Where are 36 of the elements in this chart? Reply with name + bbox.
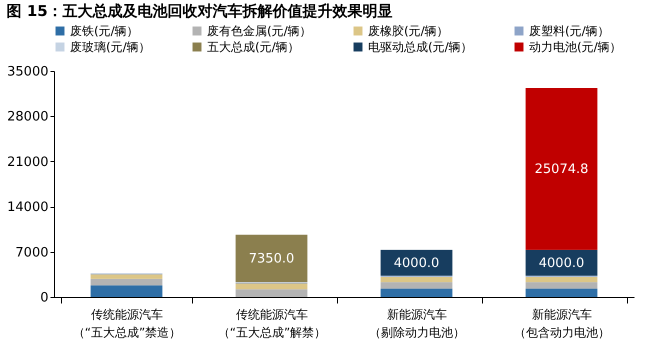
legend-label: 废玻璃(元/辆）	[70, 40, 151, 54]
bar	[526, 282, 598, 289]
x-tick-label: 传统能源汽车（“五大总成”禁造）	[72, 308, 182, 340]
legend-label: 电驱动总成(元/辆）	[368, 40, 473, 54]
x-tick-label: 新能源汽车（包含动力电池）	[514, 308, 610, 340]
x-tick-label: 新能源汽车（剔除动力电池）	[369, 308, 465, 340]
x-tick-label: 传统能源汽车（“五大总成”解禁）	[218, 308, 326, 340]
bar	[236, 234, 308, 282]
y-tick-label: 0	[40, 290, 48, 306]
data-label: 4000.0	[538, 256, 584, 271]
bar	[90, 274, 162, 279]
data-label: 25074.8	[534, 162, 588, 177]
legend-label: 五大总成(元/辆）	[207, 40, 300, 54]
bar	[236, 289, 308, 297]
bar	[90, 285, 162, 297]
y-tick-label: 35000	[7, 64, 48, 80]
chart-title: 图 15：五大总成及电池回收对汽车拆解价值提升效果明显	[6, 2, 393, 20]
legend-label: 废铁(元/辆）	[70, 24, 139, 38]
bar	[526, 88, 598, 250]
y-tick-label: 28000	[7, 110, 48, 125]
bar	[236, 283, 308, 290]
bar	[380, 276, 452, 282]
data-label: 4000.0	[394, 256, 440, 271]
bar	[526, 288, 598, 297]
legend-label: 废有色金属(元/辆）	[207, 24, 312, 38]
legend-label: 动力电池(元/辆）	[529, 40, 622, 54]
legend-label: 废塑料(元/辆）	[529, 24, 610, 38]
legend-label: 废橡胶(元/辆）	[368, 24, 449, 38]
bar	[526, 276, 598, 282]
bar	[380, 288, 452, 297]
y-tick-label: 7000	[15, 245, 48, 260]
bar	[380, 282, 452, 289]
bar	[90, 278, 162, 286]
y-tick-label: 21000	[7, 154, 48, 170]
data-label: 7350.0	[248, 251, 294, 266]
y-tick-label: 14000	[7, 200, 48, 216]
